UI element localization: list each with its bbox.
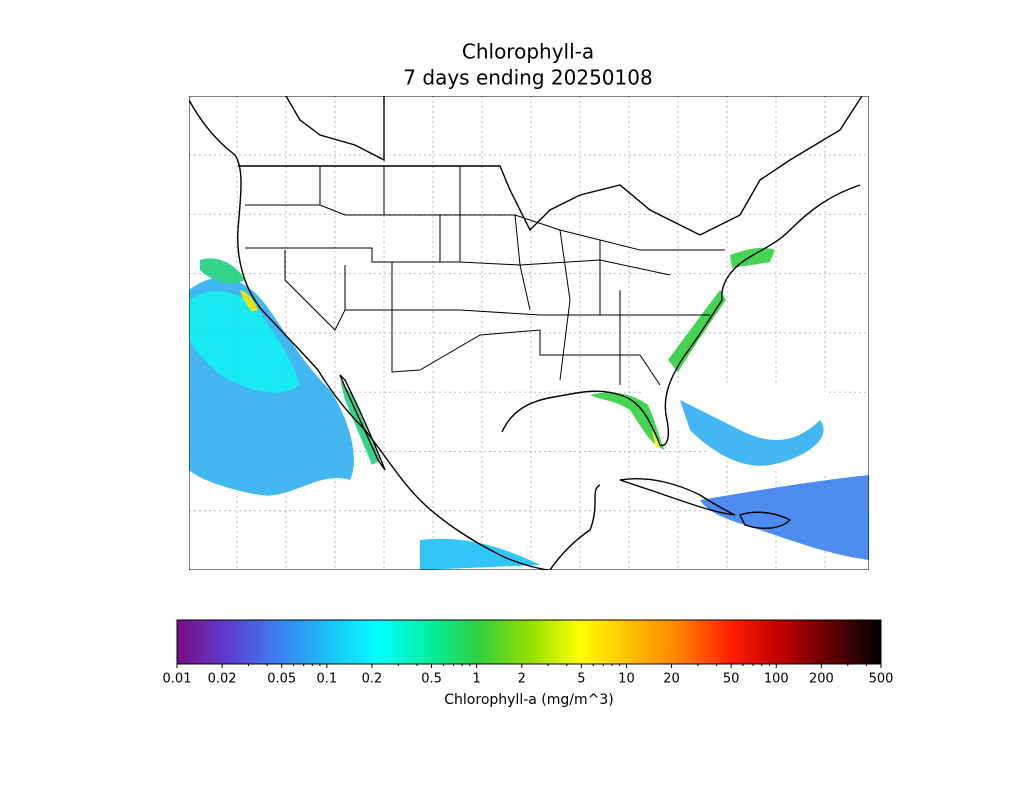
colorbar-tick-label: 0.01 bbox=[163, 672, 192, 687]
colorbar-tick-label: 500 bbox=[869, 672, 894, 687]
map bbox=[189, 96, 869, 570]
coastlines bbox=[189, 96, 863, 570]
colorbar-tick-label: 2 bbox=[518, 672, 526, 687]
colorbar-tick-label: 0.5 bbox=[421, 672, 442, 687]
colorbar-tick-label: 10 bbox=[618, 672, 635, 687]
colorbar-tick-label: 100 bbox=[764, 672, 789, 687]
colorbar-tick-label: 0.02 bbox=[208, 672, 237, 687]
colorbar-tick-label: 200 bbox=[809, 672, 834, 687]
colorbar-tick-label: 5 bbox=[577, 672, 585, 687]
state-borders bbox=[245, 166, 725, 386]
graticule bbox=[189, 96, 869, 570]
colorbar-tick-label: 50 bbox=[723, 672, 740, 687]
colorbar-tick-label: 1 bbox=[472, 672, 480, 687]
colorbar-label: Chlorophyll-a (mg/m^3) bbox=[444, 692, 613, 708]
subtitle: 7 days ending 20250108 bbox=[403, 66, 652, 90]
title: Chlorophyll-a bbox=[462, 40, 594, 64]
colorbar-tick-label: 0.2 bbox=[362, 672, 383, 687]
colorbar bbox=[176, 619, 882, 665]
colorbar-tick-label: 20 bbox=[663, 672, 680, 687]
colorbar-tick-label: 0.05 bbox=[267, 672, 296, 687]
colorbar-tick-label: 0.1 bbox=[316, 672, 337, 687]
